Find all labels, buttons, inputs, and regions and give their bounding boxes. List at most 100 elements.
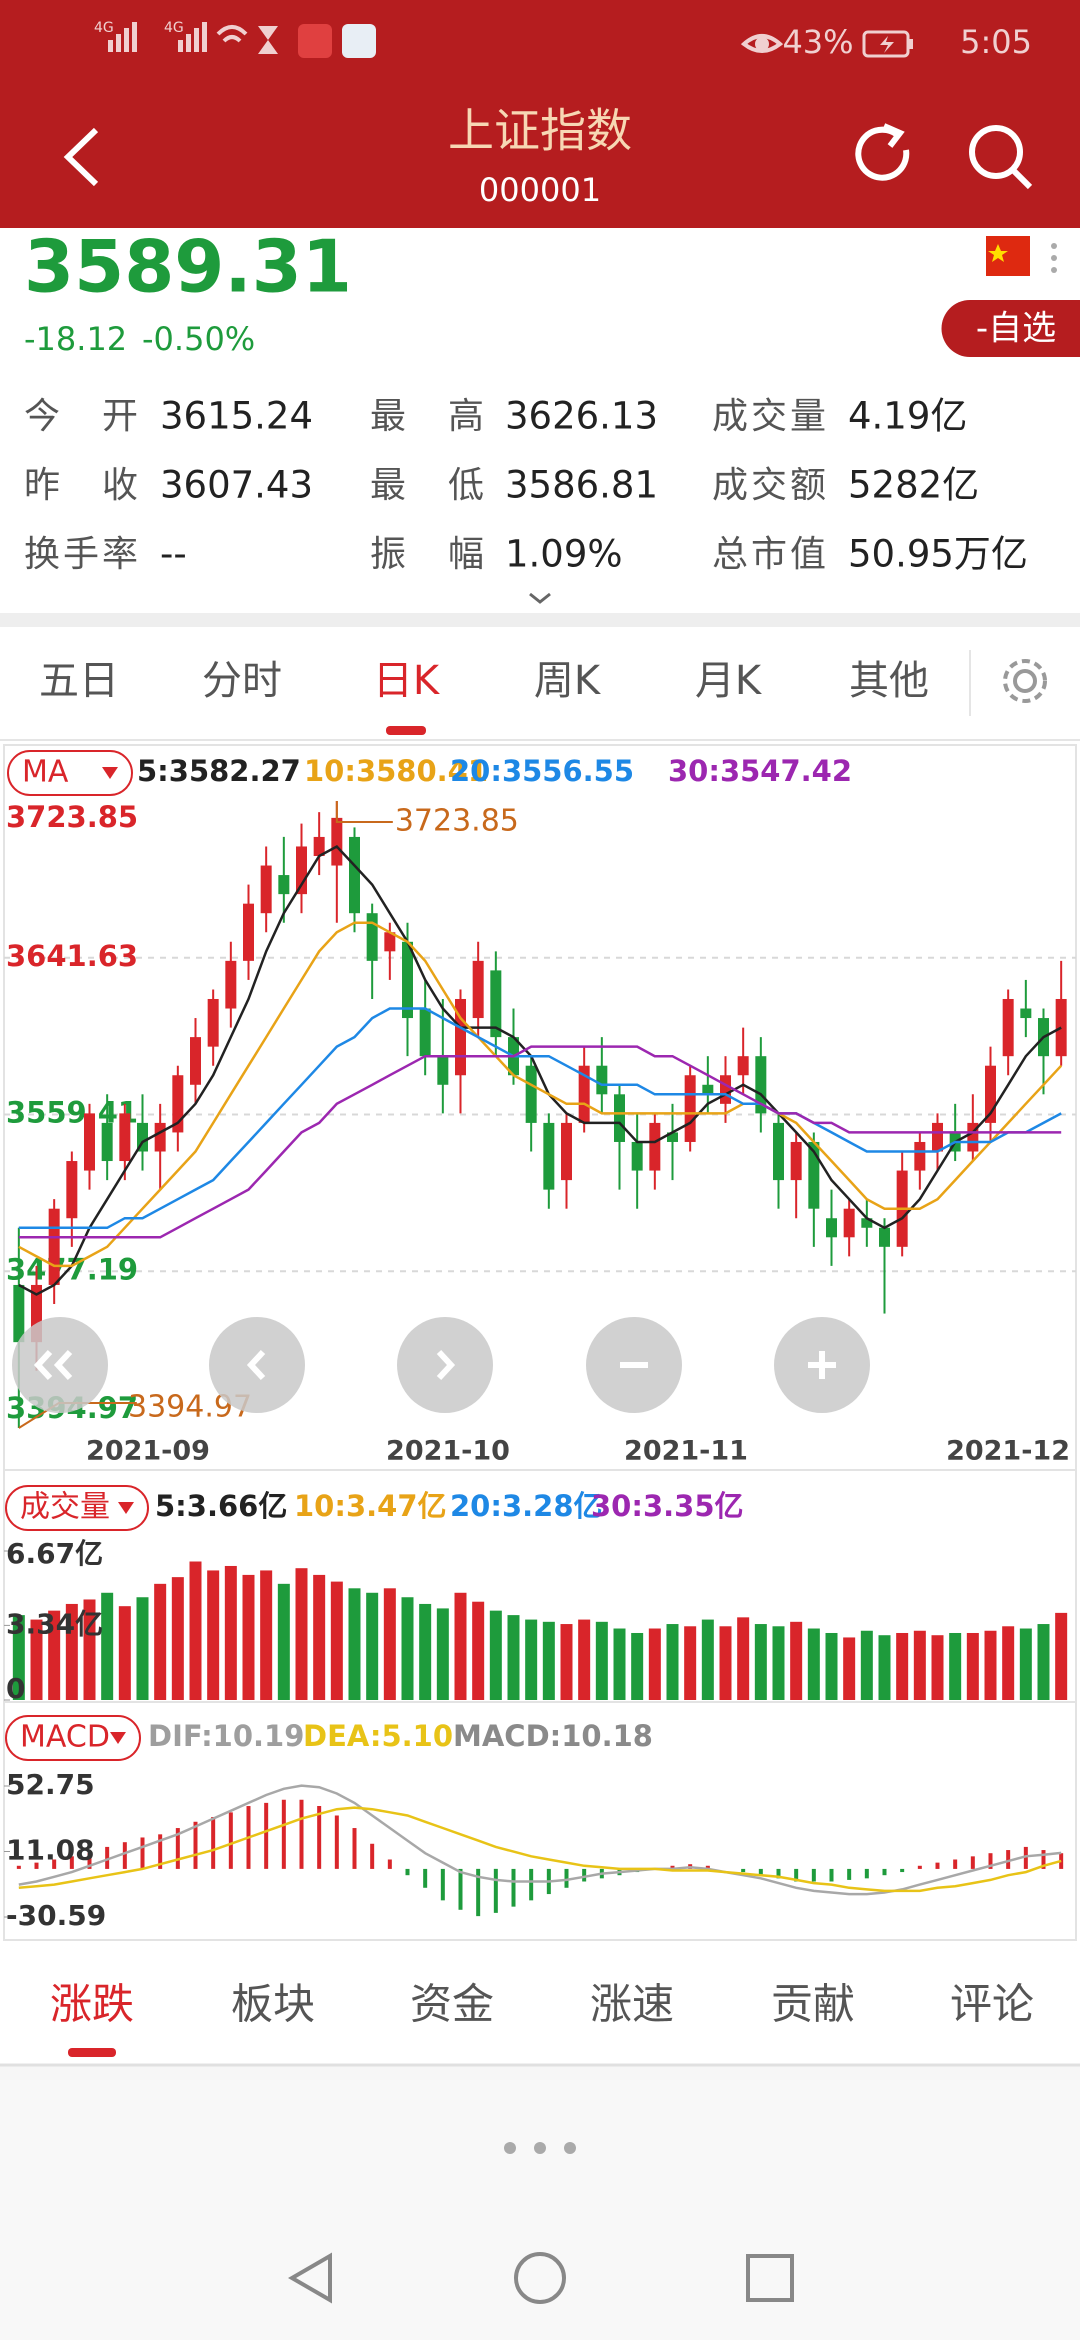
bottom-tab[interactable]: 涨跌 (50, 1980, 134, 2029)
indicator-name[interactable]: 成交量 (20, 1490, 110, 1525)
volume-bar (348, 1588, 361, 1700)
bottom-tab[interactable]: 资金 (410, 1980, 494, 2029)
chart-nav-icon[interactable] (246, 1349, 266, 1381)
volume-legend: 10:3.47亿 (294, 1489, 447, 1523)
expand-chevron[interactable] (529, 592, 551, 604)
indicator-name[interactable]: MA (22, 755, 69, 790)
volume-bar (542, 1621, 555, 1700)
candle-body (13, 1284, 25, 1343)
candle-body (278, 875, 290, 895)
period-tab[interactable]: 日K (373, 658, 441, 704)
chart-nav-icon[interactable] (436, 1349, 456, 1381)
volume-bar (489, 1610, 502, 1700)
bottom-tab[interactable]: 板块 (231, 1980, 315, 2029)
volume-bar (419, 1603, 432, 1700)
stat-value: 3607.43 (160, 464, 313, 507)
indicator-name[interactable]: MACD (20, 1720, 110, 1755)
clock: 5:05 (960, 23, 1032, 61)
volume-bar (949, 1632, 962, 1700)
candle-body (543, 1122, 555, 1190)
candle-body (914, 1141, 926, 1171)
candle-body (985, 1065, 996, 1123)
candle-body (790, 1141, 802, 1181)
y-tick-label: 3559.41 (6, 1096, 138, 1130)
candle-body (737, 1056, 749, 1076)
candle-body (31, 1284, 42, 1343)
volume-bar (101, 1592, 114, 1700)
candle-body (402, 941, 413, 1019)
volume-legend: 5:3.66亿 (155, 1489, 287, 1523)
candle-body (932, 1122, 943, 1152)
stat-label: 成交量 (712, 396, 826, 437)
candle-body (66, 1161, 78, 1219)
dea-line (18, 1806, 1062, 1893)
volume-bar (1019, 1628, 1032, 1700)
volume-bar (1002, 1626, 1015, 1700)
volume-bar (684, 1626, 697, 1700)
bottom-tab[interactable]: 贡献 (771, 1980, 855, 2029)
page-title: 上证指数 (448, 104, 632, 158)
period-tab[interactable]: 分时 (202, 658, 282, 704)
bottom-tab[interactable]: 评论 (950, 1980, 1034, 2029)
watchlist-label[interactable]: -自选 (976, 309, 1056, 349)
volume-bar (330, 1581, 343, 1700)
refresh-button[interactable] (855, 123, 910, 181)
candle-body (702, 1084, 714, 1095)
flag-icon (986, 236, 1030, 276)
candle-body (225, 960, 237, 1009)
y-tick-label: 11.08 (6, 1834, 95, 1867)
volume-bar (825, 1632, 838, 1700)
x-tick-label: 2021-11 (624, 1436, 748, 1467)
chart-nav-icon[interactable] (33, 1349, 73, 1381)
period-tab[interactable]: 五日 (39, 658, 119, 704)
candle-body (243, 903, 254, 961)
nav-home[interactable] (514, 2252, 566, 2304)
volume-bar (1055, 1612, 1068, 1700)
volume-bar (525, 1619, 538, 1700)
y-tick-label: 3.34亿 (6, 1607, 103, 1640)
volume-bar (366, 1592, 379, 1700)
volume-bar (648, 1628, 661, 1700)
volume-bar (1037, 1624, 1050, 1700)
candle-body (684, 1075, 696, 1142)
volume-bar (30, 1619, 43, 1700)
search-button[interactable] (969, 125, 1033, 190)
candle-body (154, 1122, 166, 1152)
back-button[interactable] (63, 127, 99, 187)
candle-body (773, 1122, 784, 1181)
candle-body (596, 1065, 608, 1095)
nav-recent[interactable] (746, 2254, 794, 2302)
period-tab[interactable]: 其他 (849, 658, 929, 704)
chart-nav-button[interactable] (397, 1317, 493, 1413)
volume-bar (48, 1610, 61, 1700)
chart-nav-button[interactable] (209, 1317, 305, 1413)
active-tab-indicator (386, 726, 426, 735)
indicator-selector[interactable] (5, 1485, 149, 1531)
battery-icon (862, 30, 913, 58)
more-menu[interactable] (1051, 243, 1057, 273)
indicator-selector[interactable] (5, 1715, 141, 1761)
candle-body (1002, 998, 1014, 1057)
bottom-tab[interactable]: 涨速 (590, 1980, 674, 2029)
settings-button[interactable] (1003, 659, 1047, 703)
volume-bar (242, 1574, 255, 1700)
volume-bar (613, 1628, 626, 1700)
stat-value: 1.09% (505, 533, 623, 576)
period-tab[interactable]: 周K (534, 658, 602, 704)
indicator-selector[interactable] (7, 750, 133, 796)
ma-legend: 20:3556.55 (450, 754, 634, 788)
period-tab[interactable]: 月K (695, 658, 763, 704)
candle-body (649, 1122, 661, 1171)
candle-body (172, 1075, 184, 1133)
dropdown-arrow (118, 1502, 134, 1514)
annotation-leader (335, 801, 393, 823)
volume-bar (790, 1621, 803, 1700)
header-bg (0, 0, 1080, 228)
candle-body (808, 1141, 820, 1209)
volume-bar (860, 1630, 873, 1700)
stat-label: 成交额 (712, 465, 826, 506)
nav-back[interactable] (288, 2252, 332, 2304)
watchlist-button[interactable] (941, 300, 1080, 357)
chart-nav-icon[interactable] (808, 1351, 836, 1379)
